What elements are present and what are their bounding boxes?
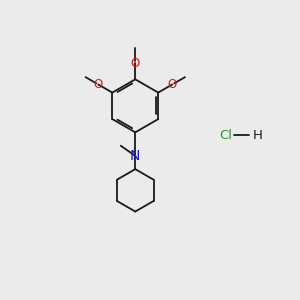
Text: O: O (94, 78, 103, 91)
Text: H: H (253, 129, 263, 142)
Text: Cl: Cl (219, 129, 232, 142)
Text: N: N (130, 149, 140, 163)
Text: O: O (131, 57, 140, 70)
Text: O: O (168, 78, 177, 91)
